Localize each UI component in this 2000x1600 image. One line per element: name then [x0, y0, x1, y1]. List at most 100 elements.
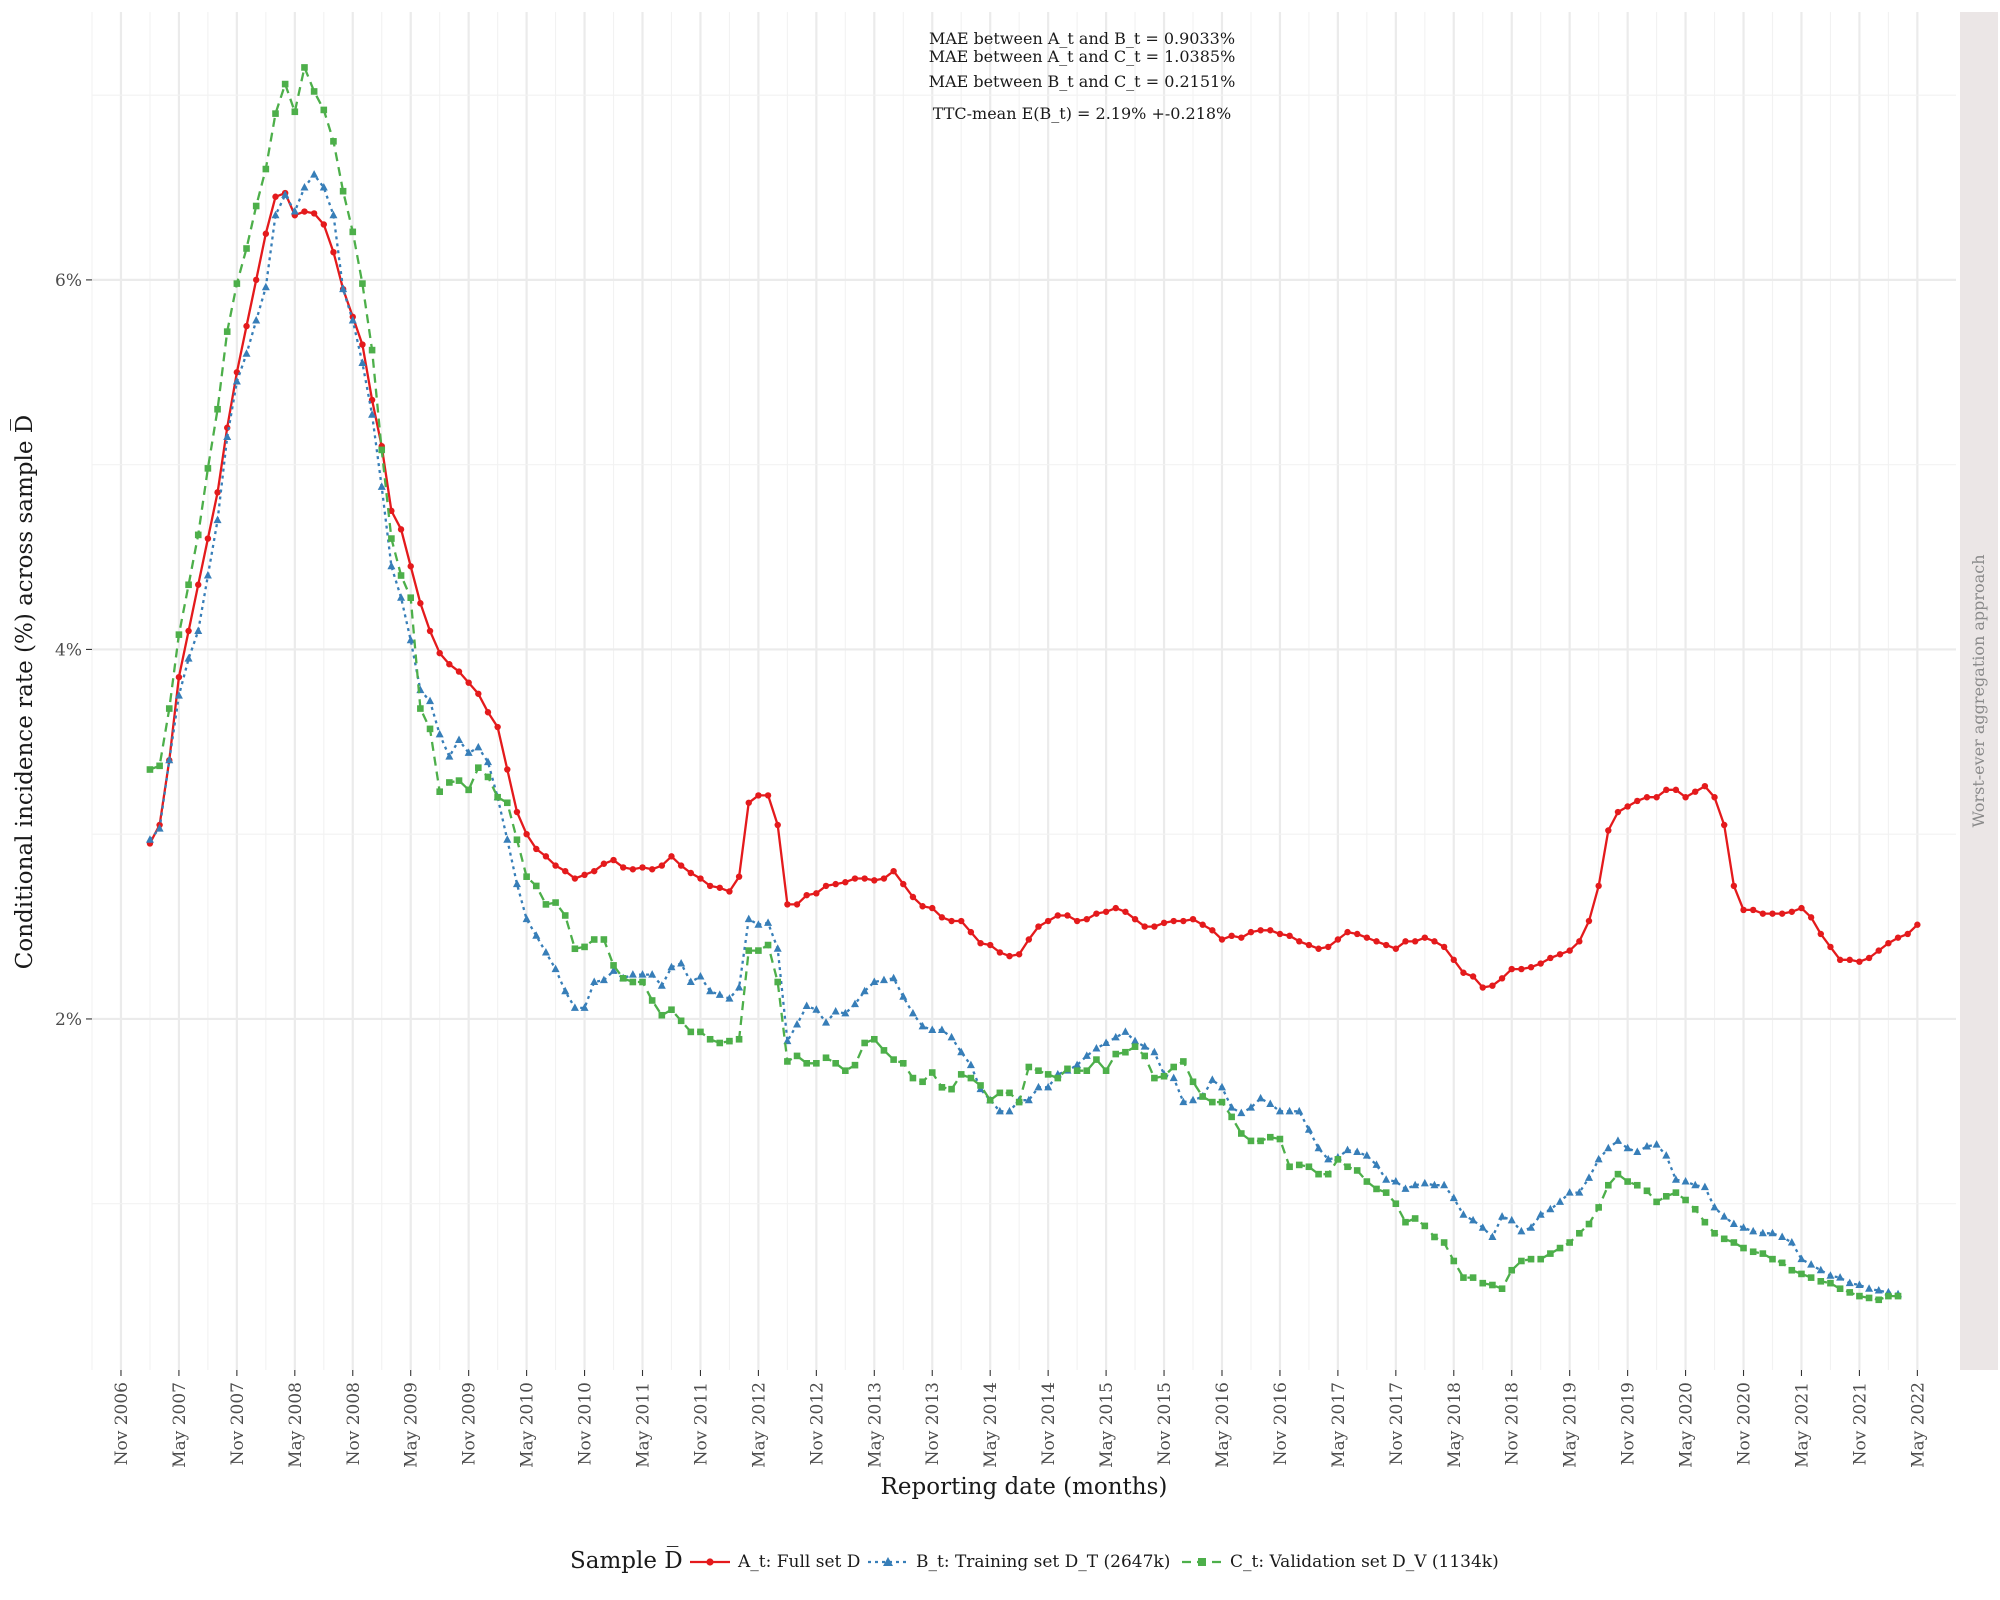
data-point — [243, 245, 250, 252]
data-point — [1411, 1215, 1419, 1222]
data-point — [793, 901, 801, 908]
data-point — [1295, 1161, 1303, 1169]
data-point — [1440, 1239, 1448, 1246]
data-point — [1469, 1215, 1478, 1224]
data-point — [697, 1028, 704, 1036]
annotation-ttc-mean: TTC-mean E(B_t) = 2.19% +-0.218% — [933, 104, 1232, 123]
data-point — [1585, 1220, 1593, 1228]
data-point — [813, 890, 820, 897]
data-point — [948, 1085, 955, 1093]
legend-item-c[interactable]: C_t: Validation set D_V (1134k) — [1182, 1552, 1499, 1572]
data-point — [1208, 1075, 1217, 1083]
data-point — [1382, 1189, 1390, 1196]
data-point — [1209, 1098, 1216, 1106]
data-point — [426, 725, 434, 733]
data-point — [1199, 1093, 1206, 1100]
data-point — [803, 1059, 810, 1067]
data-point — [185, 581, 192, 589]
data-point — [1565, 1188, 1574, 1196]
data-point — [813, 1059, 820, 1067]
data-point — [1701, 782, 1709, 790]
data-point — [928, 1069, 936, 1076]
data-point — [320, 221, 327, 228]
data-point — [1489, 982, 1496, 989]
data-point — [1740, 1244, 1747, 1252]
data-point — [1353, 1167, 1361, 1174]
data-point — [686, 977, 695, 985]
data-point — [599, 975, 608, 984]
data-point — [851, 875, 859, 882]
data-point — [542, 853, 550, 860]
legend-label-a: A_t: Full set D — [737, 1552, 860, 1572]
data-point — [1392, 1200, 1400, 1208]
data-point — [658, 862, 666, 869]
data-point — [1402, 1218, 1409, 1226]
x-tick-label: May 2007 — [170, 1382, 190, 1468]
data-point — [1006, 952, 1013, 960]
data-point — [1305, 941, 1313, 949]
grid-lines — [91, 12, 1956, 1370]
data-point — [1807, 914, 1815, 921]
data-point — [1024, 1095, 1033, 1104]
data-point — [919, 903, 926, 910]
data-point — [1140, 1042, 1149, 1050]
data-point — [388, 507, 395, 515]
data-point — [1160, 1072, 1168, 1080]
data-point — [397, 526, 405, 533]
x-tick-label: May 2016 — [1213, 1382, 1233, 1468]
data-point — [1749, 1226, 1758, 1235]
data-point — [1295, 1106, 1304, 1115]
data-point — [252, 276, 260, 284]
data-point — [1759, 1250, 1767, 1257]
data-point — [1169, 1073, 1178, 1082]
data-point — [696, 971, 705, 980]
data-point — [735, 983, 744, 991]
data-point — [1334, 1156, 1342, 1163]
plot-panel — [92, 12, 1956, 1370]
data-point — [803, 891, 810, 899]
data-point — [755, 947, 762, 954]
data-point — [1846, 1289, 1854, 1296]
data-point — [1247, 1137, 1255, 1145]
legend-item-a[interactable]: A_t: Full set D — [690, 1552, 860, 1572]
series-layer — [145, 64, 1921, 1304]
data-point — [832, 880, 839, 888]
data-point — [648, 970, 657, 978]
data-point — [1749, 906, 1757, 914]
data-point — [1112, 904, 1119, 912]
data-point — [1170, 917, 1177, 925]
data-point — [1238, 1130, 1245, 1137]
data-point — [1875, 1296, 1883, 1304]
series-a — [146, 189, 1921, 991]
data-point — [407, 563, 414, 570]
data-point — [1325, 943, 1332, 951]
x-tick-label: May 2009 — [402, 1382, 422, 1468]
data-point — [271, 210, 280, 219]
data-point — [242, 349, 251, 357]
data-point — [1363, 1178, 1371, 1185]
data-point — [1605, 827, 1612, 834]
data-point — [1373, 1185, 1380, 1193]
data-point — [1729, 1219, 1738, 1228]
data-point — [446, 661, 453, 668]
data-point — [1662, 1193, 1670, 1200]
data-point — [1769, 1255, 1776, 1263]
data-point — [1034, 1082, 1043, 1091]
legend-item-b[interactable]: B_t: Training set D_T (2647k) — [868, 1552, 1170, 1572]
data-point — [1082, 1051, 1091, 1059]
data-point — [570, 1003, 579, 1011]
data-point — [1131, 1036, 1140, 1045]
data-point — [1344, 1163, 1351, 1171]
data-point — [1449, 1193, 1458, 1202]
data-point — [1372, 1160, 1381, 1168]
data-point — [1643, 794, 1651, 801]
data-point — [406, 635, 415, 644]
data-point — [745, 799, 752, 806]
data-point — [243, 322, 250, 330]
data-point — [1595, 1204, 1602, 1211]
data-point — [957, 1047, 966, 1056]
data-point — [571, 945, 579, 953]
data-point — [378, 446, 386, 454]
data-point — [1566, 947, 1573, 954]
data-point — [1653, 794, 1660, 801]
